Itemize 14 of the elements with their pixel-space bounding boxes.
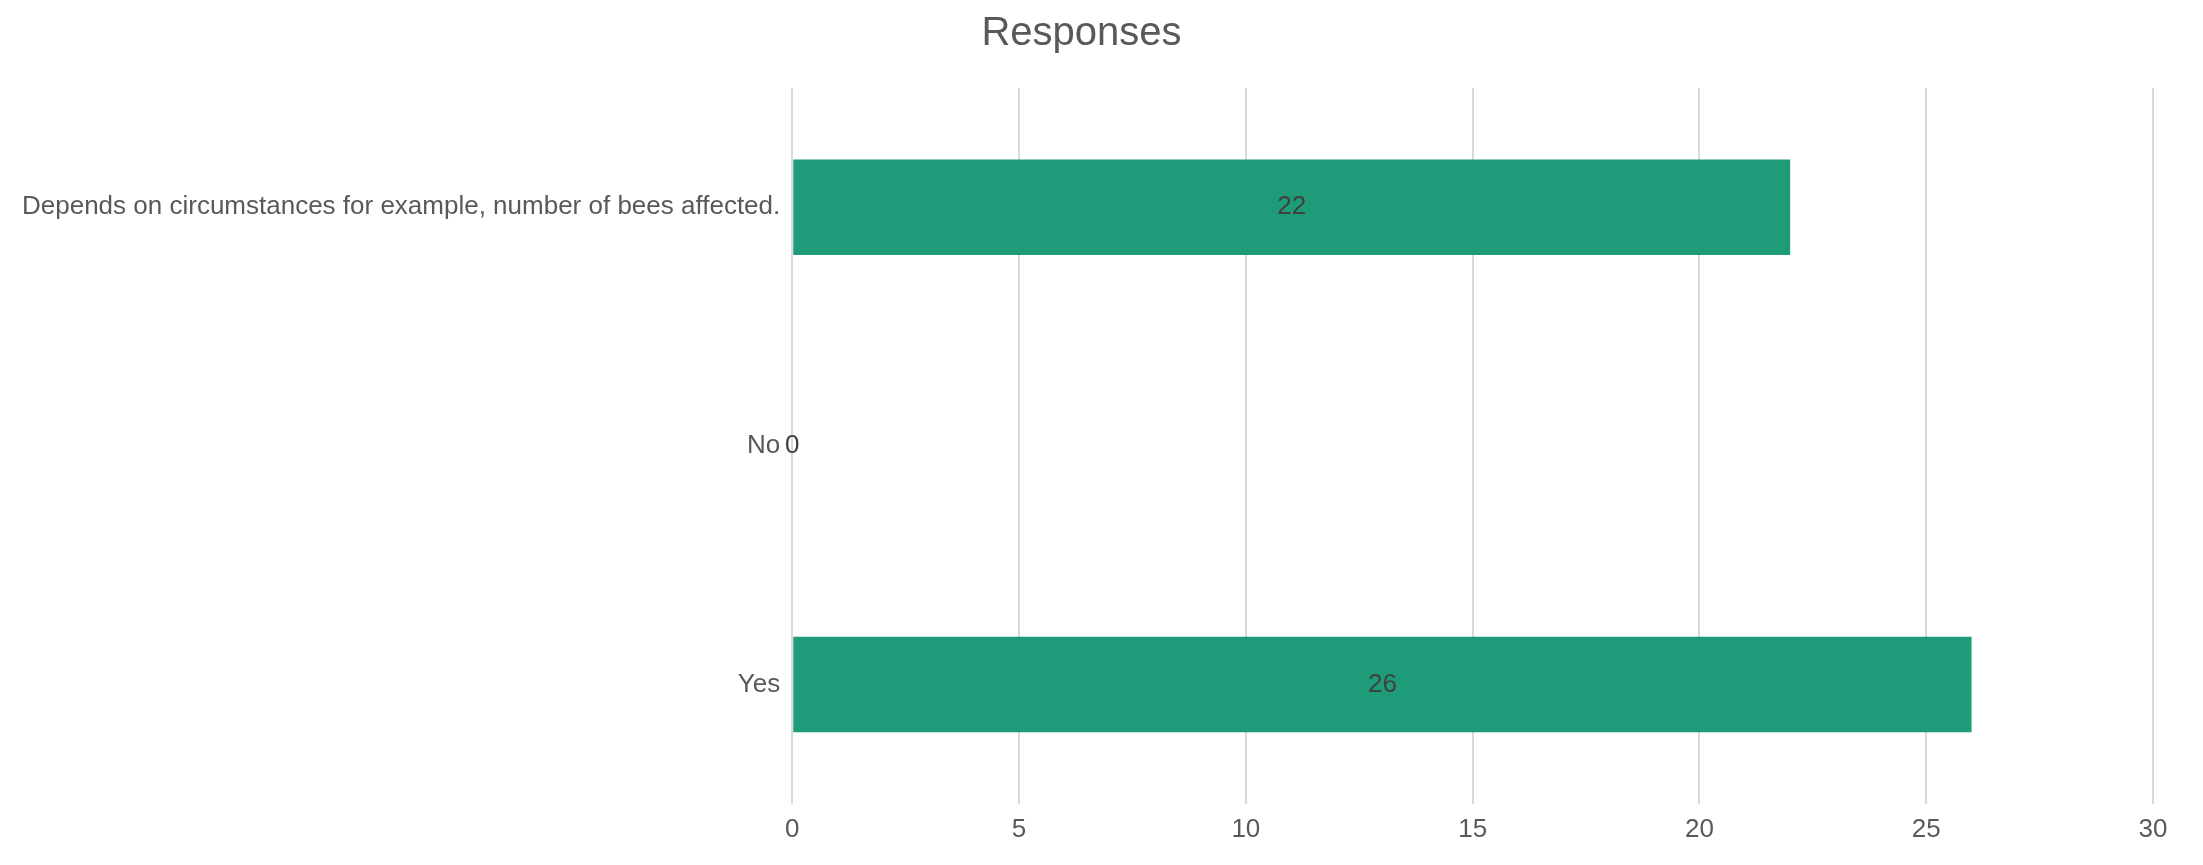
x-tick-label: 5: [1011, 812, 1027, 843]
x-tick-label: 30: [2138, 812, 2168, 843]
x-tick-label: 25: [1911, 812, 1941, 843]
y-tick-label: Depends on circumstances for example, number of bees affected.: [22, 190, 781, 221]
x-tick-label: 10: [1231, 812, 1261, 843]
y-tick-label: No: [747, 429, 781, 460]
y-tick-label: Yes: [737, 667, 781, 698]
data-label: 26: [1367, 667, 1397, 698]
data-label: 22: [1277, 190, 1307, 221]
x-tick-label: 15: [1458, 812, 1488, 843]
x-tick-label: 0: [785, 812, 800, 843]
data-label: 0: [785, 429, 800, 460]
chart-title: Responses: [981, 9, 1182, 54]
x-tick-label: 20: [1684, 812, 1714, 843]
